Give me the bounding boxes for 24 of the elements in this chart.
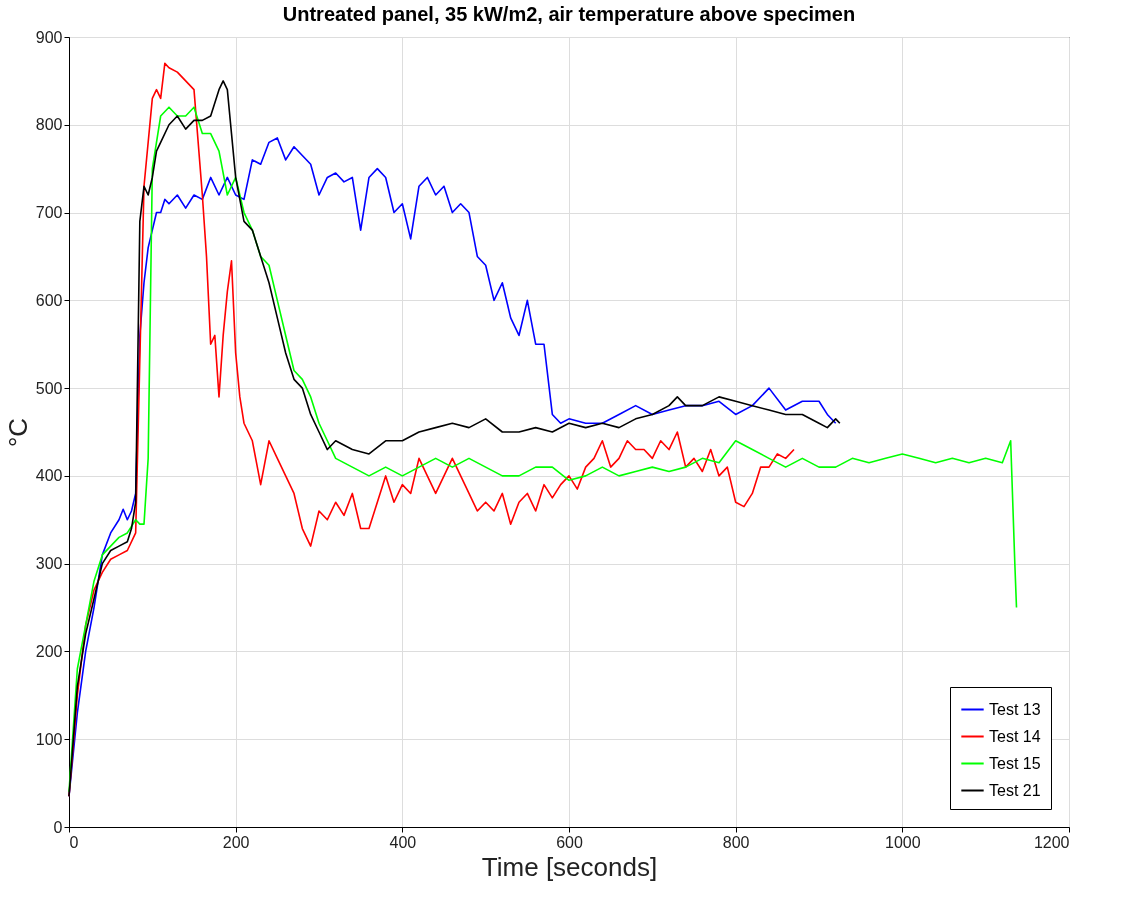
y-tick-label: 0	[53, 818, 63, 836]
legend-label: Test 14	[989, 727, 1041, 745]
x-tick-label: 1000	[885, 833, 921, 851]
x-tick-label: 0	[69, 833, 79, 851]
x-tick-label: 600	[556, 833, 583, 851]
chart-title: Untreated panel, 35 kW/m2, air temperature above specimen	[282, 3, 856, 25]
x-tick-label: 800	[722, 833, 750, 851]
x-tick-label: 1200	[1033, 833, 1070, 851]
y-tick-label: 300	[35, 555, 63, 573]
legend-label: Test 13	[989, 700, 1041, 718]
y-tick-label: 400	[35, 467, 63, 485]
y-tick-label: 200	[35, 642, 63, 660]
legend-label: Test 15	[989, 754, 1041, 772]
y-tick-label: 700	[35, 204, 63, 222]
x-axis-title: Time [seconds]	[481, 851, 658, 882]
y-tick-label: 900	[35, 28, 63, 46]
y-axis-title: °C	[2, 417, 33, 448]
y-tick-label: 800	[35, 116, 63, 134]
y-tick-label: 100	[35, 730, 63, 748]
x-tick-label: 200	[222, 833, 250, 851]
y-tick-label: 600	[35, 291, 63, 309]
y-tick-label: 500	[35, 379, 63, 397]
x-tick-label: 400	[389, 833, 417, 851]
legend-label: Test 21	[989, 781, 1041, 799]
